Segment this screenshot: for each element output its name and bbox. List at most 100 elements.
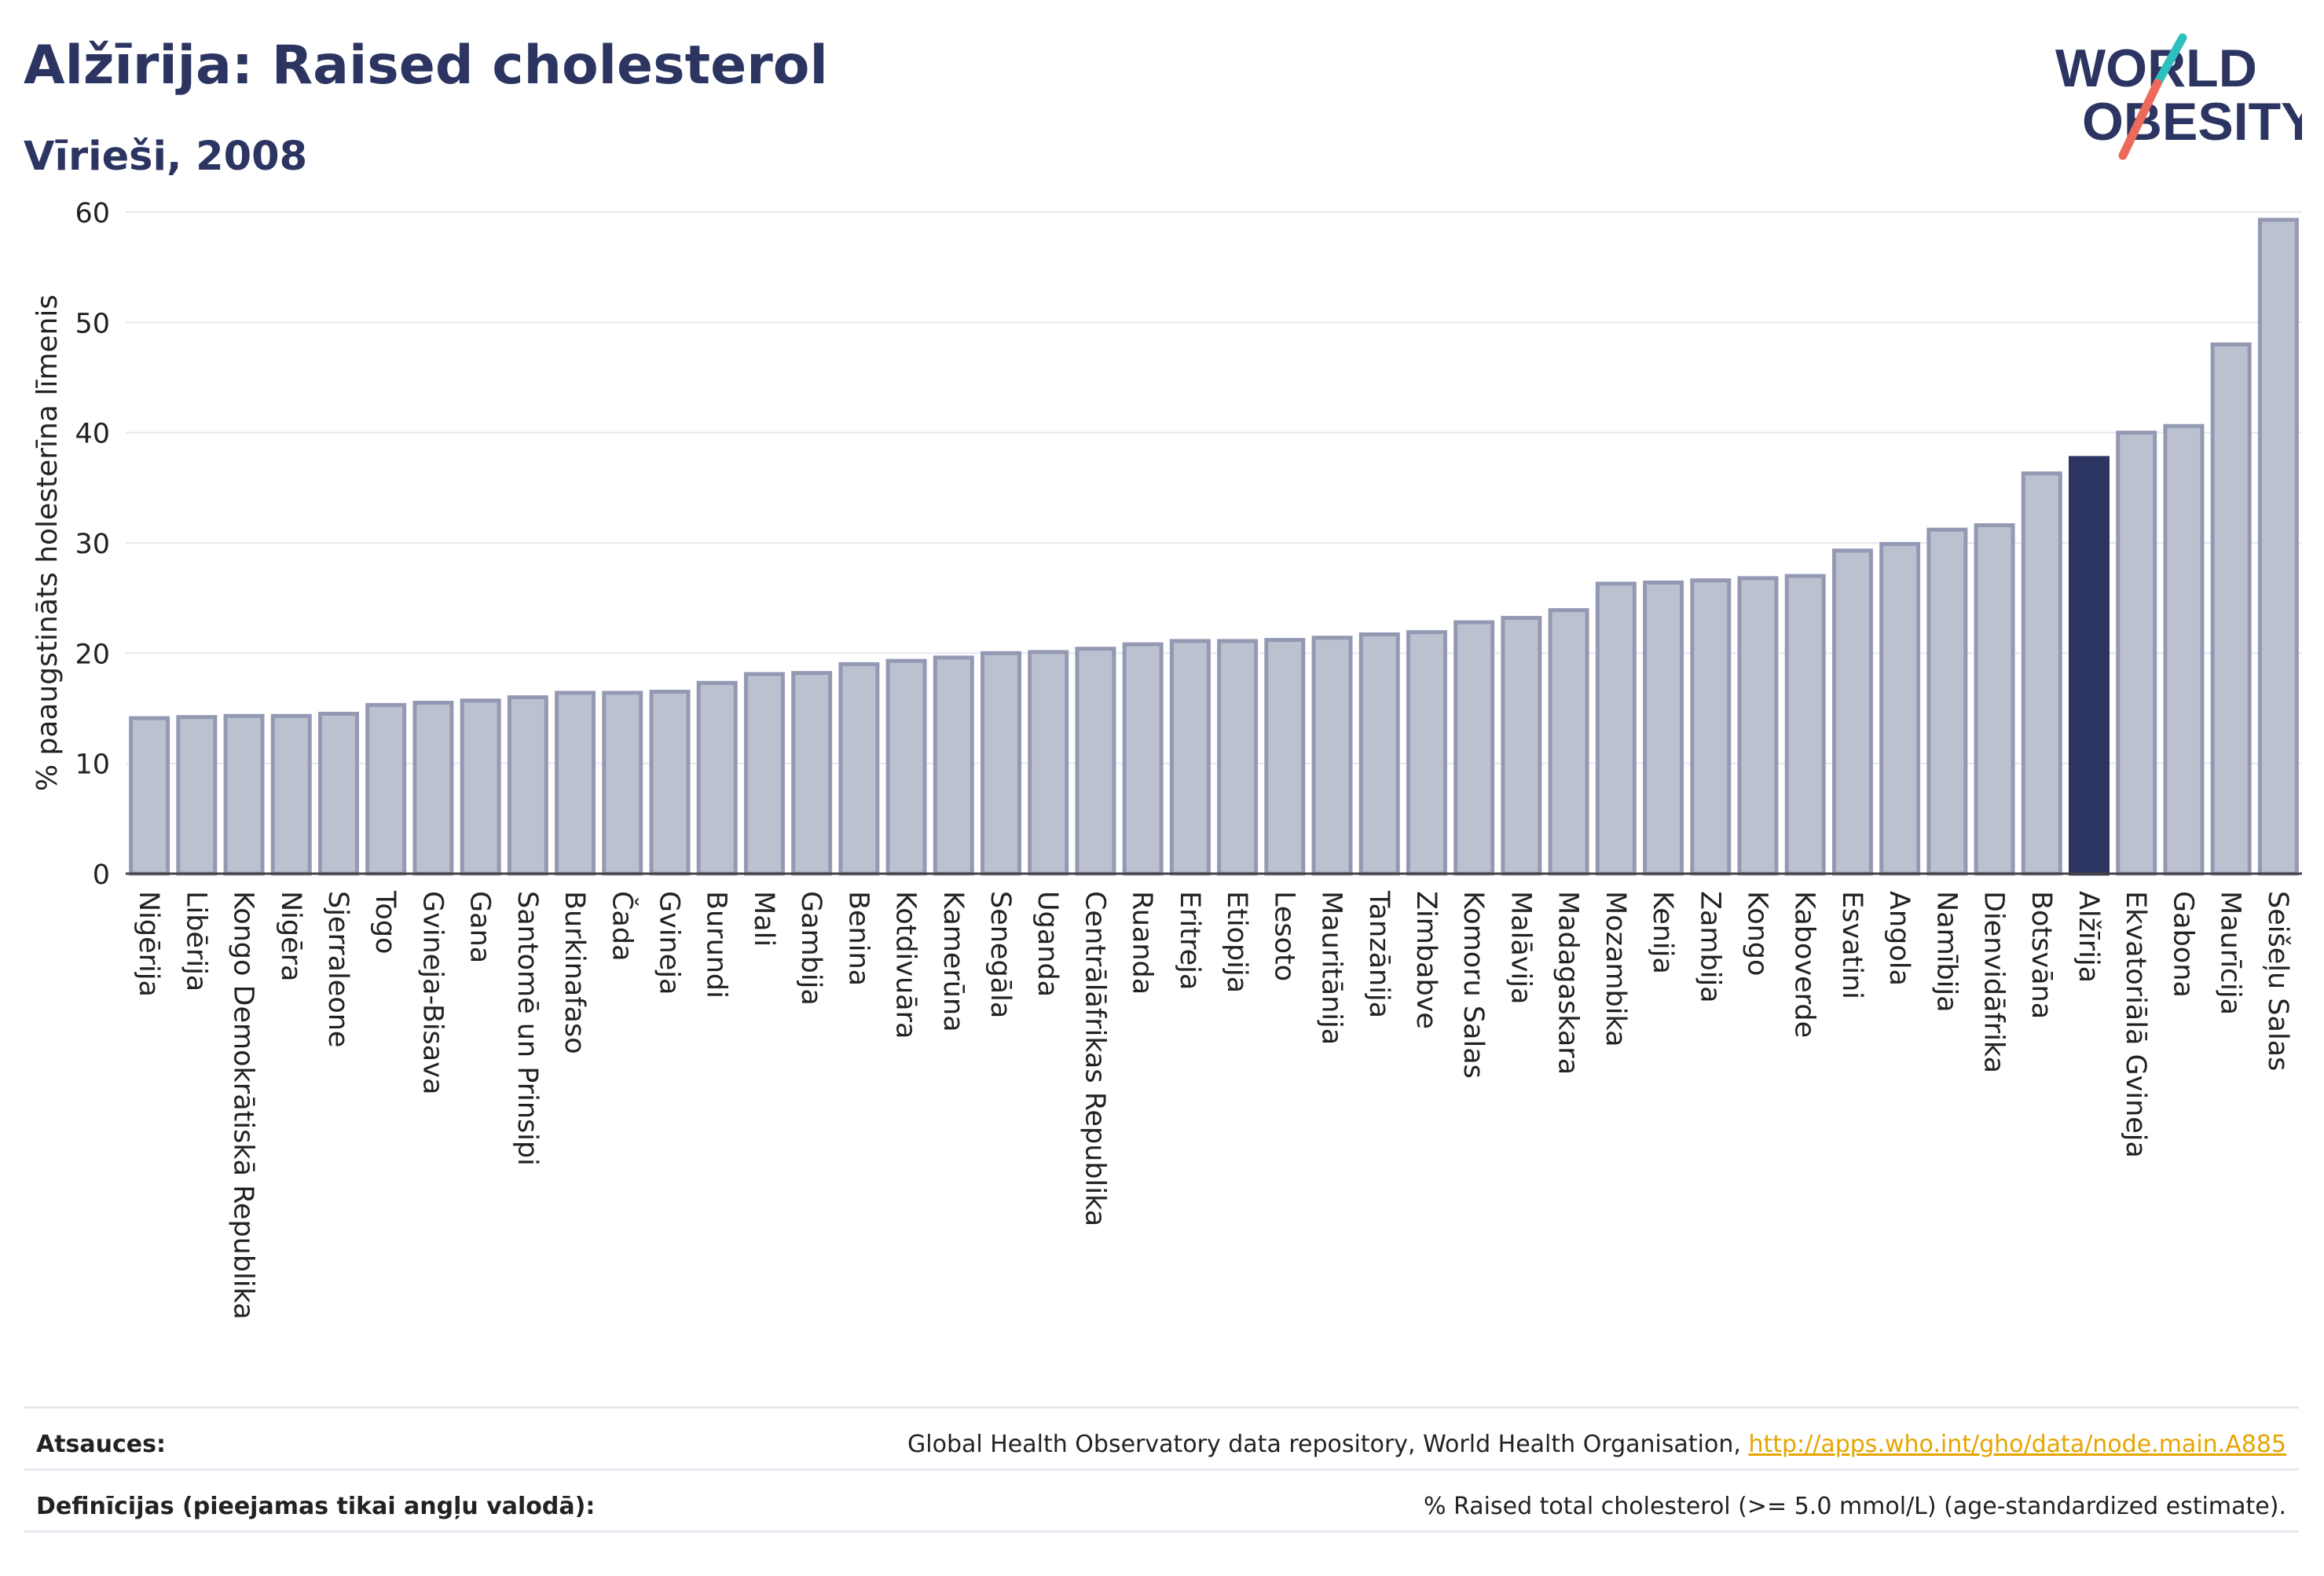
bar (838, 662, 880, 876)
x-tick-label: Tanzānija (1363, 890, 1395, 1018)
bar (649, 689, 691, 876)
x-tick-label: Mauritānija (1316, 891, 1347, 1045)
bar (1974, 523, 2015, 876)
x-tick-label: Santomē un Prinsipi (511, 891, 543, 1166)
bar (933, 655, 974, 876)
x-tick-label: Madagaskara (1552, 891, 1584, 1075)
footer-definitions-row: Definīcijas (pieejamas tikai angļu valod… (24, 1468, 2299, 1534)
y-tick-label: 20 (75, 639, 110, 670)
bar (1501, 615, 1542, 876)
page-title: Alžīrija: Raised cholesterol (24, 35, 828, 97)
bar-highlight (2069, 456, 2110, 876)
x-tick-label: Sjerraleone (322, 891, 354, 1047)
bar-chart: 0 10 20 30 40 50 60 Nigērija Libērija Kongo Demok… (31, 198, 2302, 1320)
bar (1406, 630, 1447, 876)
bar (1548, 608, 1589, 876)
bar (507, 695, 548, 876)
bar (1784, 574, 1826, 876)
x-tick-label: Nigērija (133, 891, 164, 997)
x-tick-label: Benina (842, 891, 874, 986)
x-tick-label: Burkinafaso (559, 891, 590, 1054)
bar (365, 702, 407, 876)
bar (1311, 636, 1353, 876)
x-tick-label: Gabona (2167, 891, 2198, 998)
sources-text: Global Health Observatory data repositor… (907, 1431, 1749, 1458)
bar (1595, 581, 1637, 876)
x-tick-label: Zambija (1694, 891, 1725, 1003)
bar (2210, 342, 2252, 876)
x-tick-label: Kongo Demokrātiskā Republika (228, 891, 259, 1320)
bar (412, 700, 454, 876)
logo-line-2: OBESITY (2082, 92, 2302, 152)
x-tick-label: Gana (464, 891, 496, 963)
x-tick-label: Alžīrija (2073, 891, 2104, 983)
definitions-label: Definīcijas (pieejamas tikai angļu valod… (36, 1493, 596, 1520)
bar (2257, 218, 2299, 876)
bar (791, 671, 833, 876)
x-tick-label: Esvatini (1836, 891, 1868, 999)
footer-sources-row: Atsauces: Global Health Observatory data… (24, 1406, 2299, 1472)
x-tick-label: Zimbabve (1410, 891, 1442, 1029)
bar (1122, 642, 1164, 876)
x-tick-label: Burundi (701, 891, 732, 999)
y-tick-label: 60 (75, 198, 110, 229)
bar (981, 651, 1022, 876)
x-tick-label: Senegāla (984, 891, 1016, 1018)
y-tick-label: 40 (75, 419, 110, 450)
y-tick-label: 30 (75, 529, 110, 560)
x-tick-label: Namībija (1930, 891, 1962, 1013)
x-tick-label: Botsvāna (2025, 891, 2057, 1019)
bar (1690, 578, 1732, 876)
bar (1264, 637, 1306, 876)
bar (1028, 650, 1069, 876)
bar (2021, 471, 2062, 876)
x-tick-label: Mozambika (1600, 891, 1631, 1047)
y-tick-label: 10 (75, 750, 110, 781)
x-tick-label: Gambija (795, 891, 827, 1006)
x-tick-label: Lesoto (1268, 891, 1299, 981)
x-tick-label: Gvineja (654, 891, 685, 995)
bar (1643, 581, 1684, 876)
definitions-text: % Raised total cholesterol (>= 5.0 mmol/… (1424, 1493, 2286, 1520)
x-tick-label: Angola (1883, 891, 1915, 986)
y-axis-label: % paaugstināts holesterīna līmenis (31, 295, 64, 791)
x-tick-label: Kotdivuāra (890, 891, 922, 1039)
x-tick-label: Nigēra (275, 891, 306, 982)
x-tick-label: Kongo (1742, 891, 1773, 976)
logo-slash-red (2118, 79, 2162, 160)
bar (1453, 620, 1495, 876)
x-tick-label: Mali (748, 891, 779, 947)
bar (1737, 576, 1779, 876)
y-tick-label: 50 (75, 308, 110, 339)
page-subtitle: Vīrieši, 2008 (24, 134, 308, 180)
x-tick-label: Ruanda (1127, 891, 1158, 995)
x-tick-label: Gvineja-Bisava (416, 891, 448, 1094)
bar (223, 713, 265, 876)
bar (176, 715, 218, 876)
x-tick-label: Kenija (1647, 891, 1678, 974)
axes: 0 10 20 30 40 50 60 Nigērija Libērija Kongo Demok… (75, 198, 2302, 1320)
bar (2163, 423, 2205, 876)
bar (129, 716, 170, 876)
bar (555, 691, 596, 876)
sources-value: Global Health Observatory data repositor… (907, 1431, 2286, 1458)
x-tick-label: Kaboverde (1789, 891, 1820, 1038)
x-tick-label: Togo (369, 890, 401, 954)
world-obesity-logo: WORLD OBESITY (2055, 33, 2302, 160)
logo-slash-teal (2153, 33, 2187, 88)
x-tick-label: Seišeļu Salas (2262, 891, 2293, 1071)
x-tick-label: Etiopija (1221, 891, 1252, 993)
bar (1217, 639, 1259, 876)
x-tick-label: Maurīcija (2215, 891, 2246, 1015)
x-tick-label: Eritreja (1174, 891, 1205, 990)
sources-link[interactable]: http://apps.who.int/gho/data/node.main.A… (1748, 1431, 2286, 1458)
footer-bottom-divider (24, 1530, 2299, 1533)
sources-label: Atsauces: (36, 1431, 166, 1458)
bars (129, 218, 2299, 876)
x-tick-label: Centrālāfrikas Republika (1079, 891, 1110, 1226)
bar (885, 658, 927, 876)
bar (743, 672, 785, 876)
bar (1169, 639, 1211, 876)
x-tick-label: Uganda (1032, 891, 1063, 997)
bar (1075, 647, 1116, 876)
